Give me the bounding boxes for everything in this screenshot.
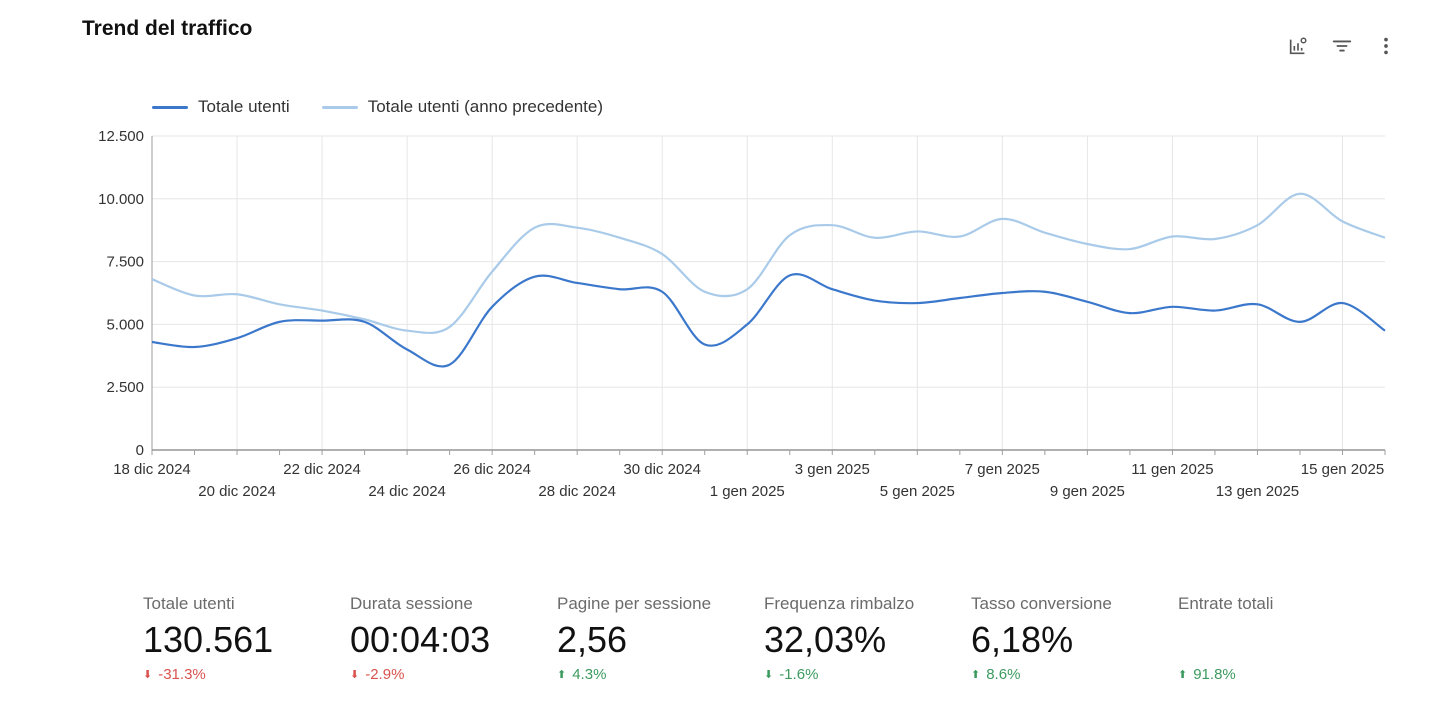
arrow-down-icon: ⬇ <box>764 669 774 681</box>
metric-delta-value: 8.6% <box>986 666 1021 683</box>
y-tick-label: 7.500 <box>106 254 144 271</box>
x-tick-label: 20 dic 2024 <box>198 483 276 500</box>
x-tick-label: 22 dic 2024 <box>283 461 361 478</box>
metric-label: Durata sessione <box>350 594 473 613</box>
line-chart: 0 2.500 5.000 7.500 10.000 12.500 18 dic 2024 2… <box>98 128 1386 500</box>
legend-swatch-current <box>152 105 188 109</box>
x-tick-label: 30 dic 2024 <box>623 461 701 478</box>
x-tick-label: 1 gen 2025 <box>710 483 785 500</box>
metric-delta: ⬆ 91.8% <box>1178 666 1385 683</box>
legend-label-previous: Totale utenti (anno precedente) <box>367 97 604 116</box>
metric-value: 6,18% <box>971 619 1074 660</box>
legend-swatch-previous <box>321 105 358 109</box>
metric-value: 32,03% <box>764 619 887 660</box>
x-tick-label: 24 dic 2024 <box>368 483 446 500</box>
metric-delta: ⬆ 8.6% <box>971 666 1178 683</box>
x-tick-label: 13 gen 2025 <box>1216 483 1299 500</box>
metric-label: Pagine per sessione <box>557 594 712 613</box>
metric-frequenza-rimbalzo[interactable]: Frequenza rimbalzo 32,03% ⬇ -1.6% <box>764 594 971 683</box>
metric-label: Frequenza rimbalzo <box>764 594 915 613</box>
metric-durata-sessione[interactable]: Durata sessione 00:04:03 ⬇ -2.9% <box>350 594 557 683</box>
arrow-up-icon: ⬆ <box>1178 669 1188 681</box>
legend-item-current[interactable]: Totale utenti <box>152 97 290 117</box>
y-tick-label: 12.500 <box>98 128 144 145</box>
x-tick-label: 18 dic 2024 <box>113 461 191 478</box>
x-tick-label: 26 dic 2024 <box>453 461 531 478</box>
x-tick-label: 15 gen 2025 <box>1301 461 1384 478</box>
chart-title: Trend del traffico <box>82 17 253 40</box>
chart-toolbar <box>1286 34 1398 58</box>
x-tick-label: 5 gen 2025 <box>880 483 955 500</box>
metric-value: 130.561 <box>143 619 274 660</box>
chart-insights-icon[interactable] <box>1286 34 1310 58</box>
y-tick-label: 2.500 <box>106 379 144 396</box>
more-vert-icon[interactable] <box>1374 34 1398 58</box>
arrow-down-icon: ⬇ <box>350 669 360 681</box>
arrow-up-icon: ⬆ <box>971 669 981 681</box>
metrics-row: Totale utenti 130.561 ⬇ -31.3% Durata ses… <box>143 594 1385 683</box>
metric-delta: ⬇ -31.3% <box>143 666 350 683</box>
y-tick-label: 0 <box>136 442 144 459</box>
metric-label: Tasso conversione <box>971 594 1112 613</box>
arrow-down-icon: ⬇ <box>143 669 153 681</box>
y-tick-label: 10.000 <box>98 191 144 208</box>
legend-item-previous[interactable]: Totale utenti (anno precedente) <box>321 97 604 117</box>
x-tick-label: 28 dic 2024 <box>538 483 616 500</box>
x-tick-label: 9 gen 2025 <box>1050 483 1125 500</box>
chart-legend: Totale utenti Totale utenti (anno preced… <box>152 97 603 117</box>
metric-delta-value: 4.3% <box>572 666 607 683</box>
x-tick-label: 3 gen 2025 <box>795 461 870 478</box>
x-tick-label: 11 gen 2025 <box>1131 461 1213 478</box>
series-line-totale-utenti <box>151 273 1386 368</box>
arrow-up-icon: ⬆ <box>557 669 567 681</box>
legend-label-current: Totale utenti <box>198 97 290 116</box>
metric-entrate-totali[interactable]: Entrate totali ⬆ 91.8% <box>1178 594 1385 683</box>
y-tick-label: 5.000 <box>106 316 144 333</box>
metric-delta: ⬇ -2.9% <box>350 666 557 683</box>
metric-pagine-per-sessione[interactable]: Pagine per sessione 2,56 ⬆ 4.3% <box>557 594 764 683</box>
metric-value <box>1178 618 1385 662</box>
metric-value: 2,56 <box>557 619 628 660</box>
metric-label: Entrate totali <box>1178 594 1274 613</box>
metric-value: 00:04:03 <box>350 619 491 660</box>
metric-totale-utenti[interactable]: Totale utenti 130.561 ⬇ -31.3% <box>143 594 350 683</box>
metric-delta: ⬇ -1.6% <box>764 666 971 683</box>
series-line-anno-precedente <box>151 192 1386 335</box>
metric-delta-value: -31.3% <box>158 666 206 683</box>
x-tick-label: 7 gen 2025 <box>965 461 1040 478</box>
metric-delta: ⬆ 4.3% <box>557 666 764 683</box>
metric-label: Totale utenti <box>143 594 235 613</box>
metric-delta-value: -2.9% <box>365 666 405 683</box>
metric-tasso-conversione[interactable]: Tasso conversione 6,18% ⬆ 8.6% <box>971 594 1178 683</box>
metric-delta-value: -1.6% <box>779 666 819 683</box>
metric-delta-value: 91.8% <box>1193 666 1236 683</box>
filter-icon[interactable] <box>1330 34 1354 58</box>
